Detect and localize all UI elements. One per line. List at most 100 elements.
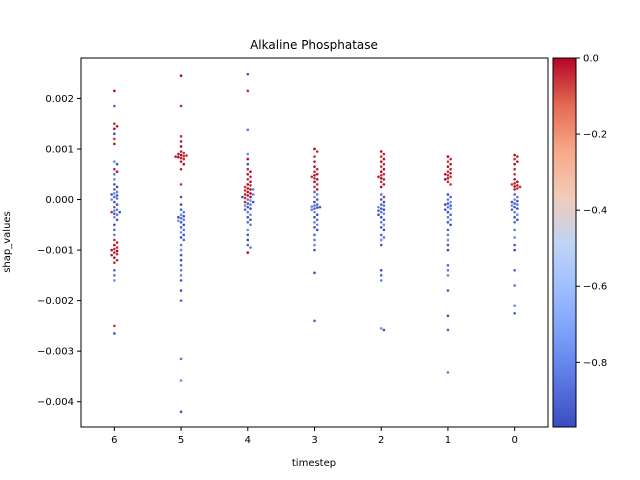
point-low — [379, 215, 383, 219]
point-low — [513, 304, 516, 307]
point-low — [379, 279, 383, 282]
point-low — [179, 357, 183, 361]
point-low — [115, 197, 119, 200]
point-low — [182, 214, 186, 218]
point-low — [246, 228, 250, 232]
point-high — [315, 178, 319, 181]
y-tick-label: −0.004 — [37, 397, 74, 408]
point-low — [443, 203, 447, 206]
point-high — [513, 188, 516, 191]
y-tick-label: −0.001 — [37, 246, 74, 257]
point-low — [246, 152, 250, 156]
point-high — [246, 89, 250, 93]
point-low — [246, 128, 250, 132]
point-low — [251, 193, 255, 196]
point-low — [446, 198, 450, 201]
point-low — [510, 208, 514, 211]
point-low — [510, 204, 514, 207]
point-low — [449, 213, 452, 216]
point-low — [382, 208, 386, 211]
point-low — [315, 213, 319, 216]
point-high — [513, 162, 516, 166]
point-high — [113, 261, 116, 265]
point-low — [446, 263, 450, 267]
point-low — [377, 213, 380, 216]
point-low — [243, 204, 247, 207]
point-low — [313, 233, 316, 237]
point-low — [243, 208, 247, 211]
point-high — [379, 155, 383, 158]
point-low — [179, 216, 183, 220]
point-low — [249, 207, 252, 210]
x-tick-label: 5 — [178, 435, 184, 446]
point-high — [446, 170, 450, 174]
point-low — [315, 193, 319, 196]
chart-title: Alkaline Phosphatase — [250, 38, 378, 52]
point-low — [315, 206, 319, 209]
plot-frame — [80, 57, 549, 428]
point-low — [179, 208, 183, 211]
y-axis: 0.002 0.001 0.000 −0.001 −0.002 −0.003 −0.004 — [37, 94, 81, 408]
point-low — [110, 193, 113, 196]
point-low — [182, 233, 186, 237]
point-low — [113, 195, 116, 199]
point-low — [115, 208, 119, 211]
point-low — [446, 269, 450, 272]
point-low — [249, 203, 252, 206]
point-low — [446, 193, 450, 196]
point-low — [182, 238, 186, 242]
point-high — [182, 151, 186, 155]
point-high — [249, 170, 252, 174]
point-low — [446, 202, 450, 205]
point-low — [246, 243, 250, 247]
point-low — [446, 248, 450, 252]
point-low — [115, 185, 119, 189]
point-low — [446, 314, 450, 318]
point-low — [382, 204, 386, 207]
point-low — [446, 243, 450, 247]
point-low — [179, 279, 183, 282]
point-high — [179, 74, 183, 77]
point-high — [379, 173, 383, 177]
point-low — [513, 269, 516, 272]
point-low — [249, 218, 252, 222]
point-low — [249, 213, 252, 216]
point-high — [113, 122, 116, 126]
point-high — [449, 175, 452, 179]
x-axis-label: timestep — [292, 458, 336, 469]
point-high — [449, 162, 452, 166]
point-low — [179, 253, 183, 257]
point-high — [315, 172, 319, 176]
point-low — [179, 243, 183, 247]
point-high — [382, 152, 386, 156]
point-low — [443, 208, 447, 211]
point-low — [516, 199, 519, 203]
point-low — [179, 231, 183, 234]
colorbar-tick-label: −0.8 — [583, 358, 607, 369]
point-low — [315, 228, 319, 232]
point-high — [243, 193, 247, 196]
point-high — [446, 160, 450, 163]
point-low — [113, 132, 116, 136]
point-high — [382, 157, 386, 161]
point-low — [446, 228, 450, 232]
point-high — [379, 165, 383, 168]
point-low — [513, 248, 516, 252]
point-high — [113, 137, 116, 141]
point-low — [115, 213, 119, 216]
point-high — [513, 185, 516, 188]
point-high — [179, 150, 183, 153]
point-low — [313, 204, 316, 207]
point-low — [179, 220, 183, 224]
point-high — [315, 150, 319, 153]
point-low — [313, 271, 316, 275]
point-low — [513, 228, 516, 232]
point-high — [443, 172, 447, 176]
point-high — [185, 154, 188, 157]
y-tick-label: 0.001 — [45, 144, 74, 155]
point-low — [513, 205, 516, 209]
point-low — [379, 207, 383, 210]
point-low — [115, 194, 119, 197]
point-low — [113, 332, 116, 335]
